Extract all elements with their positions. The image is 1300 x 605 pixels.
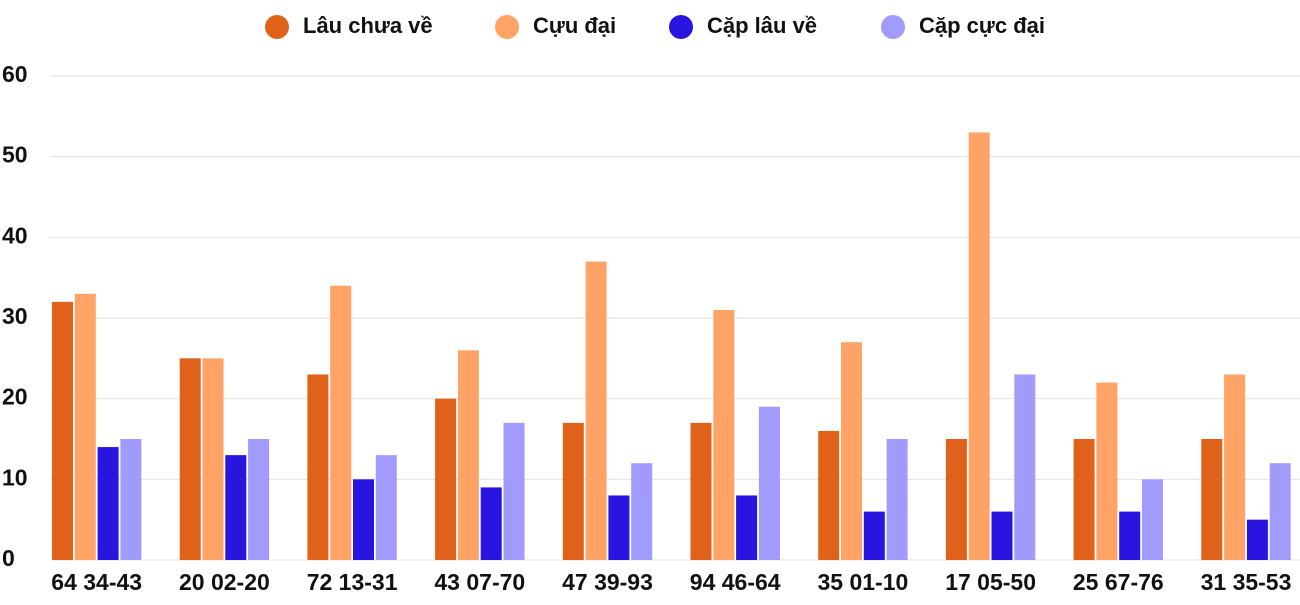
bar <box>562 422 584 560</box>
x-tick-label: 35 01-10 <box>817 569 908 595</box>
y-tick-label: 0 <box>2 545 15 571</box>
x-tick-label: 72 13-31 <box>307 569 398 595</box>
bar <box>307 374 329 560</box>
bar <box>1246 519 1268 560</box>
x-tick-label: 25 67-76 <box>1073 569 1164 595</box>
bar <box>585 261 607 560</box>
legend-label: Cặp cực đại <box>919 13 1045 38</box>
y-tick-label: 40 <box>2 222 28 248</box>
bar <box>202 358 224 560</box>
bar <box>1014 374 1036 560</box>
x-tick-label: 64 34-43 <box>51 569 142 595</box>
bar <box>886 439 908 560</box>
bar <box>1269 463 1291 560</box>
bar <box>97 447 119 560</box>
y-tick-label: 10 <box>2 464 28 490</box>
x-tick-label: 17 05-50 <box>945 569 1036 595</box>
bar <box>863 511 885 560</box>
bar <box>435 398 457 560</box>
bar <box>945 439 967 560</box>
bar <box>1224 374 1246 560</box>
bar <box>74 293 96 560</box>
bar <box>457 350 479 560</box>
legend-marker <box>669 15 693 39</box>
bar <box>968 132 990 560</box>
bar <box>1201 439 1223 560</box>
bar <box>758 406 780 560</box>
bar <box>120 439 142 560</box>
legend-label: Lâu chưa về <box>303 13 433 38</box>
x-tick-label: 20 02-20 <box>179 569 270 595</box>
x-tick-label: 31 35-53 <box>1201 569 1292 595</box>
legend-label: Cặp lâu về <box>707 13 817 38</box>
bar <box>713 309 735 560</box>
bar <box>690 422 712 560</box>
bar <box>375 455 397 560</box>
bar <box>480 487 502 560</box>
bar <box>631 463 653 560</box>
y-tick-label: 60 <box>2 61 28 87</box>
legend-label: Cựu đại <box>533 13 616 38</box>
bar <box>991 511 1013 560</box>
bar <box>353 479 374 560</box>
y-tick-label: 20 <box>2 384 28 410</box>
x-tick-label: 47 39-93 <box>562 569 653 595</box>
legend-marker <box>881 15 905 39</box>
bar <box>225 455 247 560</box>
bar <box>503 422 525 560</box>
bar <box>248 439 270 560</box>
bar <box>1096 382 1118 560</box>
y-tick-label: 30 <box>2 303 28 329</box>
legend-marker <box>265 15 289 39</box>
y-tick-label: 50 <box>2 142 28 168</box>
bar <box>608 495 630 560</box>
legend-marker <box>495 15 519 39</box>
bar <box>841 342 862 560</box>
bar <box>1142 479 1163 560</box>
bar <box>1119 511 1141 560</box>
x-tick-label: 43 07-70 <box>434 569 525 595</box>
bar <box>179 358 201 560</box>
bar <box>736 495 758 560</box>
bar <box>330 285 352 560</box>
bar <box>1073 439 1095 560</box>
x-tick-label: 94 46-64 <box>690 569 781 595</box>
bar <box>52 301 73 560</box>
bar <box>818 430 840 560</box>
